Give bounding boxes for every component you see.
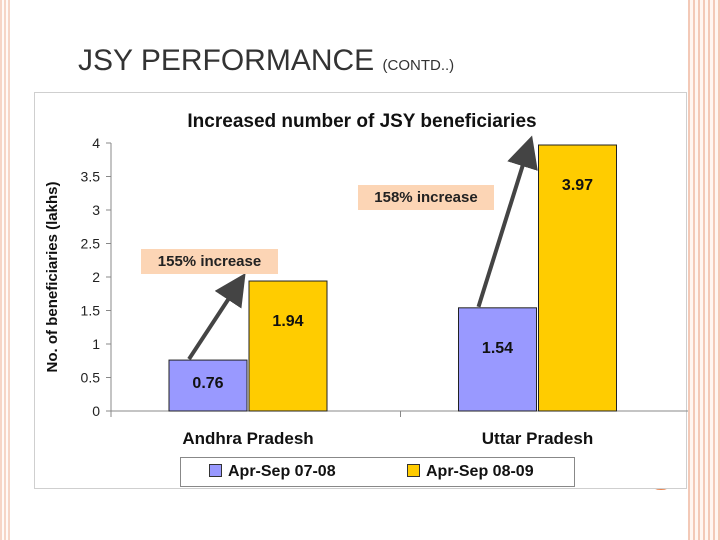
bar-value-label: 3.97: [562, 177, 593, 194]
legend-swatch-yellow: [407, 463, 420, 477]
chart-legend: Apr-Sep 07-08 Apr-Sep 08-09: [180, 457, 575, 487]
x-category-label: Andhra Pradesh: [182, 429, 313, 448]
legend-item-apr-sep-07-08: Apr-Sep 07-08: [209, 462, 336, 482]
slide-title-main: JSY PERFORMANCE: [78, 44, 375, 77]
chart-frame: Increased number of JSY beneficiaries No.…: [34, 92, 688, 489]
y-tick-label: 1: [92, 336, 100, 352]
bar-apr-sep-08-09: [538, 144, 617, 412]
bar-value-label: 0.76: [192, 375, 223, 392]
y-tick-label: 3: [92, 202, 100, 218]
y-tick-label: 4: [92, 135, 100, 151]
annotation-155-increase: 155% increase: [141, 249, 278, 274]
y-tick-label: 0: [92, 403, 100, 419]
slide-decor-left: [0, 0, 10, 540]
legend-label: Apr-Sep 07-08: [228, 463, 336, 480]
growth-arrow: [476, 135, 538, 308]
chart-title: Increased number of JSY beneficiaries: [187, 111, 536, 132]
bar-value-label: 1.94: [272, 313, 303, 330]
slide-title: JSY PERFORMANCE (CONTD..): [78, 44, 454, 78]
legend-item-apr-sep-08-09: Apr-Sep 08-09: [407, 462, 534, 482]
growth-arrow: [187, 272, 246, 361]
bar-chart: Increased number of JSY beneficiaries No.…: [44, 111, 688, 448]
y-tick-label: 1.5: [81, 303, 101, 319]
y-tick-label: 0.5: [81, 370, 101, 386]
legend-label: Apr-Sep 08-09: [426, 463, 534, 480]
slide-title-suffix: (CONTD..): [382, 57, 455, 74]
bar-apr-sep-07-08: [458, 307, 537, 412]
y-tick-label: 2: [92, 269, 100, 285]
y-tick-label: 2.5: [81, 236, 101, 252]
legend-swatch-blue: [209, 463, 222, 477]
bar-apr-sep-08-09: [248, 280, 328, 412]
bar-value-label: 1.54: [482, 340, 513, 357]
y-axis-label: No. of beneficiaries (lakhs): [44, 182, 61, 373]
x-category-label: Uttar Pradesh: [482, 429, 593, 448]
slide-decor-right: [688, 0, 720, 540]
annotation-158-increase: 158% increase: [358, 185, 494, 210]
bar-apr-sep-07-08: [168, 359, 248, 412]
y-tick-label: 3.5: [81, 169, 101, 185]
